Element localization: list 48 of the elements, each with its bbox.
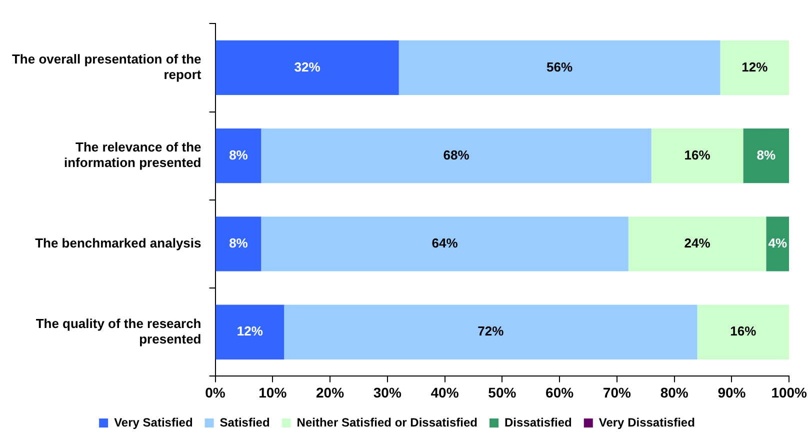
data-label: 16% <box>684 147 711 162</box>
data-label: 56% <box>546 59 574 74</box>
x-tick-label: 40% <box>430 384 460 400</box>
bar <box>284 304 698 360</box>
x-tick-label: 20% <box>316 384 345 400</box>
data-label: 16% <box>730 324 757 339</box>
y-tick-label: The quality of the research presented <box>36 316 202 347</box>
bar <box>628 216 766 272</box>
data-label: 68% <box>443 147 470 162</box>
bar <box>398 40 720 95</box>
bar <box>216 304 284 360</box>
legend-label: Very Satisfied <box>114 415 193 430</box>
bar <box>261 128 652 184</box>
x-tick-label: 60% <box>546 384 574 400</box>
x-tick-label: 50% <box>488 384 517 400</box>
data-label: 12% <box>236 324 264 339</box>
data-label: 72% <box>478 324 504 339</box>
data-label: 12% <box>742 59 768 74</box>
data-label: 4% <box>768 236 788 251</box>
x-tick-label: 70% <box>602 384 632 400</box>
data-label: 32% <box>294 59 321 74</box>
y-tick-label: The benchmarked analysis <box>35 236 202 251</box>
bar <box>651 128 744 184</box>
x-tick-label: 90% <box>718 384 746 400</box>
data-label: 8% <box>756 147 776 162</box>
x-tick-label: 0% <box>205 384 226 400</box>
data-label: 24% <box>684 236 711 251</box>
legend-label: Dissatisfied <box>504 415 572 430</box>
bar <box>216 128 262 184</box>
x-tick-label: 30% <box>373 384 402 400</box>
bar <box>766 216 790 272</box>
x-tick-label: 80% <box>660 384 689 400</box>
legend-label: Very Dissatisfied <box>598 415 695 430</box>
bar <box>743 128 790 184</box>
data-label: 8% <box>229 236 248 251</box>
x-tick-label: 10% <box>258 384 288 400</box>
y-tick-label: The overall presentation of the report <box>12 51 202 82</box>
bar <box>720 40 790 95</box>
legend-label: Neither Satisfied or Dissatisfied <box>296 415 478 430</box>
bar <box>216 216 262 272</box>
y-tick-label: The relevance of the information presented <box>64 140 202 170</box>
data-label: 8% <box>229 147 248 162</box>
bar <box>261 216 628 272</box>
data-label: 64% <box>432 236 458 251</box>
bar <box>216 40 399 95</box>
x-tick-label: 100% <box>771 384 808 400</box>
legend-label: Satisfied <box>220 415 270 430</box>
bar <box>697 304 790 360</box>
